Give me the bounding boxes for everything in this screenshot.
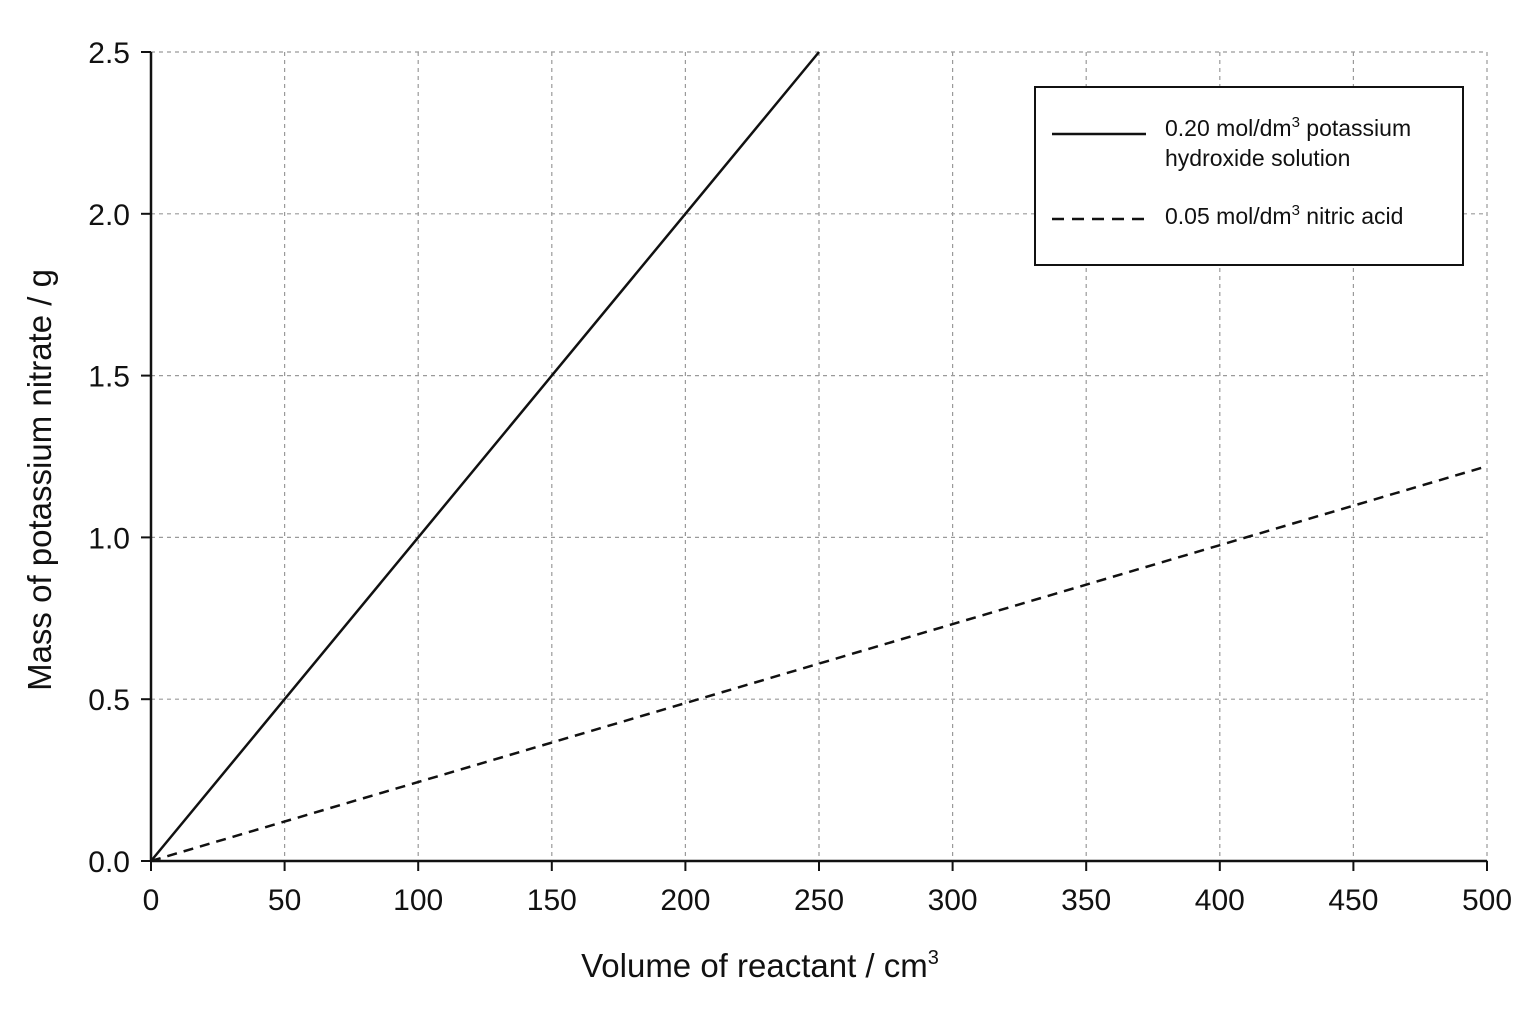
legend-entry-koh-line2: hydroxide solution — [1165, 145, 1350, 171]
x-tick-label: 150 — [527, 884, 577, 917]
series-line-potassium-hydroxide — [150, 51, 820, 862]
y-tick-label: 2.5 — [88, 37, 130, 70]
x-tick-label: 200 — [660, 884, 710, 917]
legend-entry-koh-line1: 0.20 mol/dm3 potassium — [1165, 114, 1411, 141]
x-tick-label: 450 — [1328, 884, 1378, 917]
x-tick-label: 50 — [268, 884, 301, 917]
y-tick-label: 0.0 — [88, 846, 130, 879]
y-axis-label: Mass of potassium nitrate / g — [21, 269, 58, 691]
x-tick-label: 0 — [143, 884, 160, 917]
tick-labels: 0 50 100 150 200 250 300 350 400 450 500 0.0 0.5 1.0 1… — [88, 37, 1512, 917]
x-tick-label: 100 — [393, 884, 443, 917]
x-tick-label: 300 — [928, 884, 978, 917]
legend: 0.20 mol/dm3 potassium hydroxide solutio… — [1034, 86, 1464, 266]
series-line-nitric-acid — [150, 465, 1488, 863]
y-tick-label: 0.5 — [88, 684, 130, 717]
x-tick-label: 350 — [1061, 884, 1111, 917]
y-tick-label: 2.0 — [88, 199, 130, 232]
x-axis-label: Volume of reactant / cm3 — [581, 947, 939, 984]
x-tick-label: 500 — [1462, 884, 1512, 917]
x-tick-label: 400 — [1195, 884, 1245, 917]
x-tick-label: 250 — [794, 884, 844, 917]
legend-box — [1034, 86, 1464, 266]
y-tick-label: 1.0 — [88, 522, 130, 555]
series-lines — [150, 51, 1488, 863]
axes — [141, 51, 1488, 871]
legend-entry-nitric-acid: 0.05 mol/dm3 nitric acid — [1165, 202, 1403, 229]
y-tick-label: 1.5 — [88, 361, 130, 394]
